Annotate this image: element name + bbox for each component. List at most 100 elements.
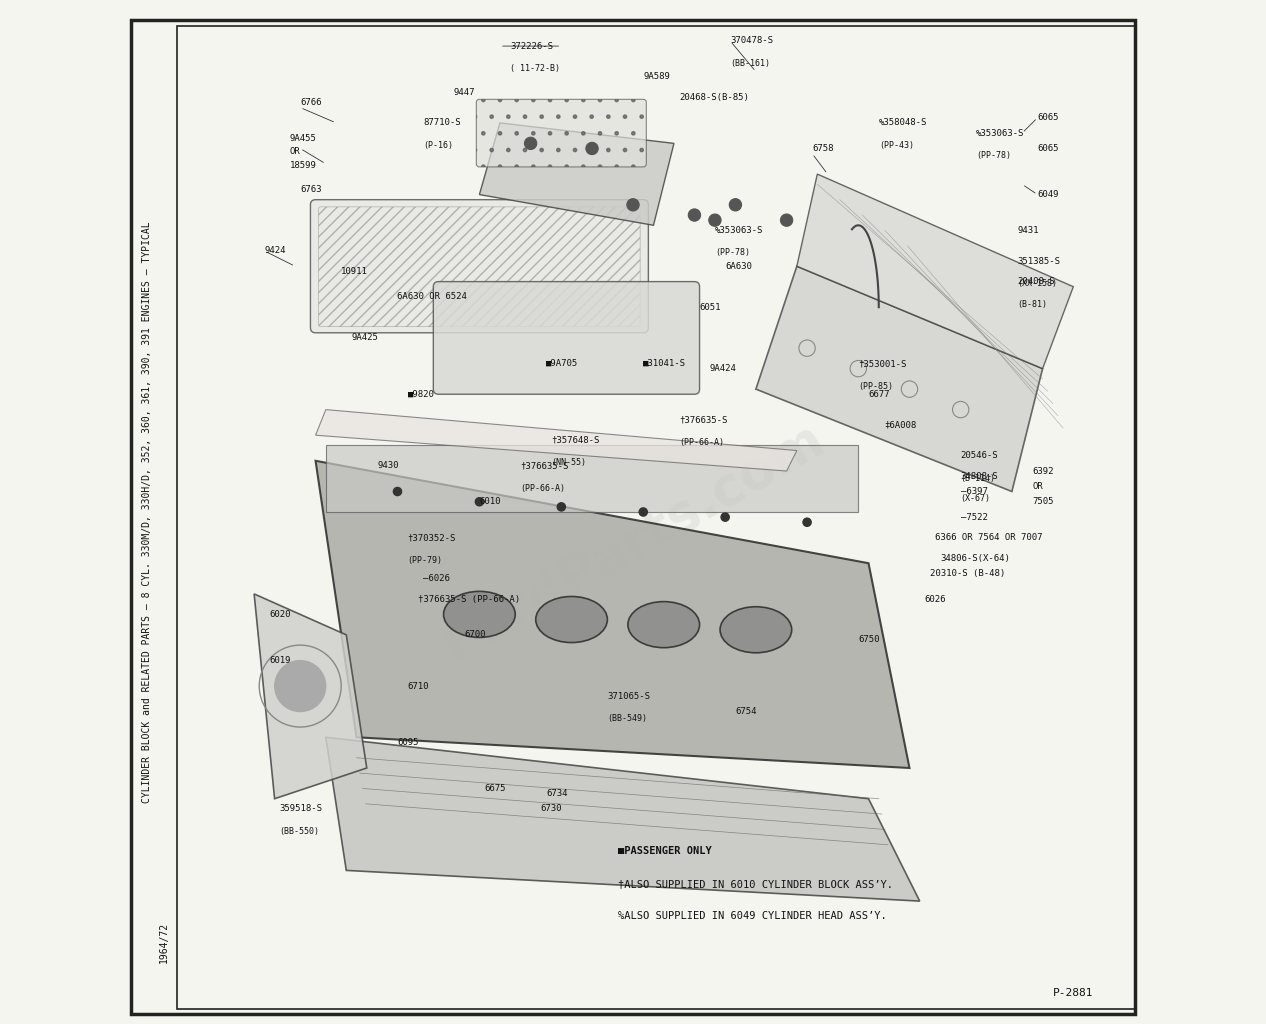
Circle shape	[475, 498, 484, 506]
Text: 20408-S: 20408-S	[1017, 278, 1055, 286]
Text: 6020: 6020	[270, 610, 291, 618]
Text: 6065: 6065	[1037, 144, 1058, 153]
Circle shape	[586, 142, 598, 155]
Text: †ALSO SUPPLIED IN 6010 CYLINDER BLOCK ASS’Y.: †ALSO SUPPLIED IN 6010 CYLINDER BLOCK AS…	[618, 879, 893, 889]
Text: †376635-S (PP-66-A): †376635-S (PP-66-A)	[418, 595, 520, 603]
Text: %353063-S: %353063-S	[715, 226, 763, 234]
Ellipse shape	[628, 601, 700, 648]
Text: (X-67): (X-67)	[961, 495, 991, 503]
Text: 9A589: 9A589	[643, 73, 670, 81]
Text: —7522: —7522	[961, 513, 987, 521]
Text: 6700: 6700	[465, 631, 486, 639]
Text: 9447: 9447	[453, 88, 475, 96]
Text: 20310-S (B-48): 20310-S (B-48)	[931, 569, 1005, 578]
Text: ■PASSENGER ONLY: ■PASSENGER ONLY	[618, 846, 711, 856]
FancyBboxPatch shape	[310, 200, 648, 333]
Text: %353063-S: %353063-S	[976, 129, 1024, 137]
FancyBboxPatch shape	[132, 20, 1134, 1014]
Text: 6754: 6754	[736, 708, 757, 716]
Text: (B-114): (B-114)	[961, 474, 995, 482]
Ellipse shape	[536, 596, 608, 643]
Text: (P-16): (P-16)	[423, 141, 453, 150]
FancyBboxPatch shape	[433, 282, 700, 394]
Text: †357648-S: †357648-S	[551, 436, 600, 444]
Text: 9431: 9431	[1017, 226, 1038, 234]
Text: 6010: 6010	[480, 498, 501, 506]
Text: —6397: —6397	[961, 487, 987, 496]
Text: 372226-S: 372226-S	[510, 42, 553, 50]
Text: ■9820: ■9820	[408, 390, 434, 398]
Text: 6049: 6049	[1037, 190, 1058, 199]
Text: 6710: 6710	[408, 682, 429, 690]
Text: 6051: 6051	[700, 303, 722, 311]
Text: 7505: 7505	[1032, 498, 1053, 506]
Text: 6675: 6675	[485, 784, 506, 793]
Text: (PP-78): (PP-78)	[976, 152, 1012, 160]
Text: 20546-S: 20546-S	[961, 452, 999, 460]
Polygon shape	[254, 594, 367, 799]
Text: 6734: 6734	[546, 790, 567, 798]
Text: P-2881: P-2881	[1053, 988, 1094, 998]
Circle shape	[524, 137, 537, 150]
Circle shape	[729, 199, 742, 211]
Text: 351385-S: 351385-S	[1017, 257, 1060, 265]
Text: (BB-549): (BB-549)	[608, 715, 647, 723]
Text: †370352-S: †370352-S	[408, 534, 456, 542]
Text: 359518-S: 359518-S	[280, 805, 323, 813]
Ellipse shape	[443, 591, 515, 637]
Text: ( 11-72-B): ( 11-72-B)	[510, 65, 560, 73]
Text: (NN-55): (NN-55)	[551, 459, 586, 467]
Text: (PP-85): (PP-85)	[858, 382, 894, 390]
Text: †376635-S: †376635-S	[520, 462, 568, 470]
Circle shape	[275, 660, 325, 712]
FancyBboxPatch shape	[325, 445, 858, 512]
Text: 6677: 6677	[868, 390, 890, 398]
Ellipse shape	[720, 606, 791, 653]
Polygon shape	[796, 174, 1074, 369]
Text: (PP-79): (PP-79)	[408, 556, 443, 564]
Text: (PP-43): (PP-43)	[879, 141, 914, 150]
Text: 6730: 6730	[541, 805, 562, 813]
Text: 10911: 10911	[341, 267, 368, 275]
Text: 9A455: 9A455	[290, 134, 316, 142]
Text: 6763: 6763	[300, 185, 322, 194]
Polygon shape	[480, 123, 674, 225]
Circle shape	[709, 214, 722, 226]
Circle shape	[394, 487, 401, 496]
Text: †376635-S: †376635-S	[679, 416, 728, 424]
Text: OR: OR	[1032, 482, 1043, 490]
Polygon shape	[315, 410, 796, 471]
Text: 6750: 6750	[858, 636, 880, 644]
Text: 20468-S(B-85): 20468-S(B-85)	[679, 93, 749, 101]
Text: FordParts.com: FordParts.com	[433, 413, 833, 673]
Text: 87710-S: 87710-S	[423, 119, 461, 127]
Text: 6065: 6065	[1037, 114, 1058, 122]
Circle shape	[722, 513, 729, 521]
Text: 370478-S: 370478-S	[730, 37, 774, 45]
Text: 9A425: 9A425	[352, 334, 379, 342]
Text: 6A630: 6A630	[725, 262, 752, 270]
Text: 371065-S: 371065-S	[608, 692, 651, 700]
Text: ‡6A008: ‡6A008	[884, 421, 917, 429]
Polygon shape	[756, 266, 1043, 492]
Text: 9424: 9424	[265, 247, 286, 255]
FancyBboxPatch shape	[476, 99, 647, 167]
Text: (PP-78): (PP-78)	[715, 249, 749, 257]
Text: CYLINDER BLOCK and RELATED PARTS – 8 CYL. 330M/D, 330H/D, 352, 360, 361, 390, 39: CYLINDER BLOCK and RELATED PARTS – 8 CYL…	[142, 221, 152, 803]
Text: (PP-66-A): (PP-66-A)	[679, 438, 724, 446]
Text: (BB-161): (BB-161)	[730, 59, 770, 68]
Polygon shape	[315, 461, 909, 768]
Text: 9A424: 9A424	[710, 365, 737, 373]
Text: 6019: 6019	[270, 656, 291, 665]
Text: 34806-S(X-64): 34806-S(X-64)	[941, 554, 1010, 562]
Circle shape	[689, 209, 700, 221]
Circle shape	[557, 503, 566, 511]
Text: —6026: —6026	[423, 574, 449, 583]
Circle shape	[803, 518, 812, 526]
Text: (B-81): (B-81)	[1017, 300, 1047, 308]
Text: 6A630 OR 6524: 6A630 OR 6524	[398, 293, 467, 301]
Text: 6095: 6095	[398, 738, 419, 746]
Text: 18599: 18599	[290, 162, 316, 170]
Text: (BB-550): (BB-550)	[280, 827, 320, 836]
Text: %ALSO SUPPLIED IN 6049 CYLINDER HEAD ASS’Y.: %ALSO SUPPLIED IN 6049 CYLINDER HEAD ASS…	[618, 911, 886, 922]
